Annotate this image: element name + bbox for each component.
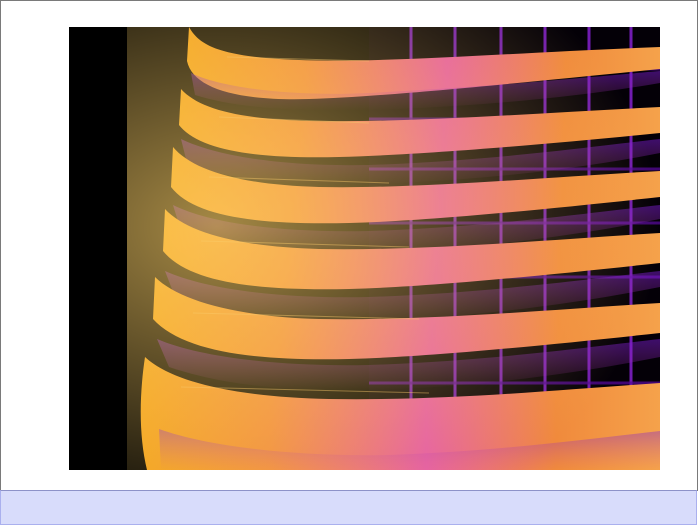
thermal-image — [69, 27, 660, 470]
image-frame — [0, 0, 698, 491]
caption-bar — [0, 490, 697, 525]
